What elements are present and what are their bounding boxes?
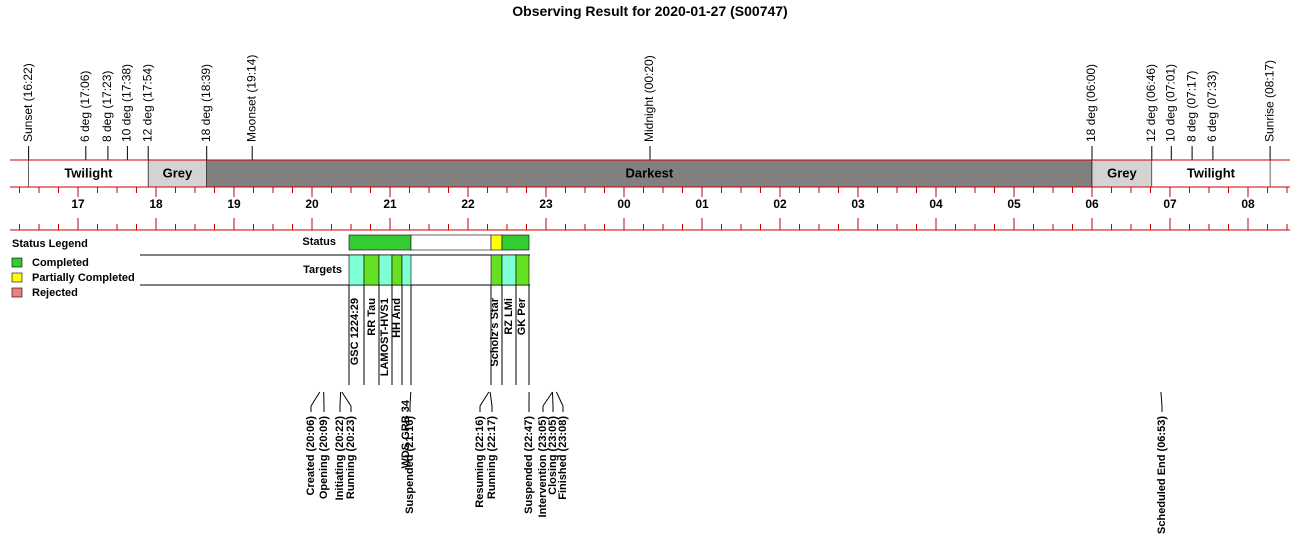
event-leader <box>339 391 342 407</box>
legend-label: Completed <box>32 257 89 269</box>
band-label: Twilight <box>64 165 113 180</box>
sky-event-label: 6 deg (17:06) <box>78 71 92 142</box>
hour-label: 18 <box>149 197 163 211</box>
sky-event-label: 18 deg (18:39) <box>199 64 213 142</box>
event-leader <box>341 391 352 407</box>
event-leader <box>409 391 412 407</box>
hour-label: 08 <box>1241 197 1255 211</box>
sky-band <box>206 159 1093 188</box>
status-segment <box>490 234 503 251</box>
sky-event-label: 12 deg (17:54) <box>140 64 154 142</box>
log-event-label: Opening (20:09) <box>318 416 330 499</box>
legend-swatch <box>11 272 23 283</box>
hour-label: 20 <box>305 197 319 211</box>
log-event-label: Initiating (20:22) <box>334 416 346 501</box>
targets-row-label: Targets <box>303 264 342 276</box>
event-leader <box>552 391 554 407</box>
target-name: LAMOST-HVS1 <box>379 298 391 376</box>
hour-label: 17 <box>71 197 85 211</box>
status-row-label: Status <box>302 236 336 248</box>
log-event-label: Suspended (21:16) <box>404 416 416 514</box>
log-event-label: Closing (23:05) <box>547 416 559 495</box>
status-segment <box>348 234 412 251</box>
sky-event-label: Sunrise (08:17) <box>1262 60 1276 142</box>
target-box <box>391 254 403 286</box>
sky-event-label: 18 deg (06:00) <box>1084 64 1098 142</box>
hour-label: 01 <box>695 197 709 211</box>
event-leader <box>479 391 490 407</box>
log-event-label: Created (20:06) <box>305 416 317 496</box>
title: Observing Result for 2020-01-27 (S00747) <box>512 3 787 19</box>
hour-label: 03 <box>851 197 865 211</box>
sky-band <box>1151 159 1271 188</box>
legend-swatch <box>11 257 23 268</box>
hour-label: 23 <box>539 197 553 211</box>
legend-label: Rejected <box>32 287 78 299</box>
hour-label: 02 <box>773 197 787 211</box>
target-name: RR Tau <box>366 298 378 336</box>
target-box <box>401 254 412 286</box>
sky-event-label: 12 deg (06:46) <box>1144 64 1158 142</box>
event-leader <box>310 391 321 407</box>
target-box <box>378 254 393 286</box>
target-name: GSC 1224:29 <box>349 298 361 365</box>
hour-label: 22 <box>461 197 475 211</box>
target-box <box>501 254 517 286</box>
event-leader <box>1160 391 1163 407</box>
legend-swatch <box>11 287 23 298</box>
hour-label: 05 <box>1007 197 1021 211</box>
legend-label: Partially Completed <box>32 272 135 284</box>
status-segment <box>501 234 530 251</box>
event-leader <box>542 391 553 407</box>
hour-label: 07 <box>1163 197 1177 211</box>
target-box <box>490 254 503 286</box>
band-label: Darkest <box>625 165 673 180</box>
log-event-label: Resuming (22:16) <box>474 416 486 508</box>
hour-label: 19 <box>227 197 241 211</box>
hour-label: 04 <box>929 197 943 211</box>
band-label: Grey <box>163 165 193 180</box>
target-name: HH And <box>391 298 403 338</box>
hour-label: 21 <box>383 197 397 211</box>
status-segment <box>410 234 492 251</box>
sky-event-label: 6 deg (07:33) <box>1205 71 1219 142</box>
sky-event-label: Moonset (19:14) <box>244 55 258 142</box>
legend-title: Status Legend <box>12 238 88 250</box>
sky-event-label: 8 deg (17:23) <box>100 71 114 142</box>
sky-event-label: 10 deg (17:38) <box>120 64 134 142</box>
band-label: Grey <box>1107 165 1137 180</box>
log-event-label: Running (22:17) <box>486 416 498 499</box>
log-event-label: Intervention (23:05) <box>537 416 549 518</box>
log-event-label: Scheduled End (06:53) <box>1156 416 1168 534</box>
target-name: RZ LMi <box>503 298 515 335</box>
target-box <box>348 254 365 286</box>
target-name: Scholz's Star <box>489 297 501 366</box>
target-box <box>515 254 530 286</box>
hour-label: 00 <box>617 197 631 211</box>
target-name: WDS GRB 34 <box>400 399 412 468</box>
log-event-label: Suspended (22:47) <box>523 416 535 514</box>
log-event-label: Finished (23:08) <box>557 416 569 500</box>
target-name: GK Per <box>516 297 528 335</box>
sky-event-label: Midnight (00:20) <box>642 55 656 142</box>
band-label: Twilight <box>1187 165 1236 180</box>
sky-event-label: Sunset (16:22) <box>21 63 35 142</box>
event-leader <box>489 391 493 407</box>
log-event-label: Running (20:23) <box>345 416 357 499</box>
event-leader <box>555 391 564 407</box>
sky-event-label: 10 deg (07:01) <box>1163 64 1177 142</box>
target-box <box>363 254 380 286</box>
hour-label: 06 <box>1085 197 1099 211</box>
sky-event-label: 8 deg (07:17) <box>1184 71 1198 142</box>
